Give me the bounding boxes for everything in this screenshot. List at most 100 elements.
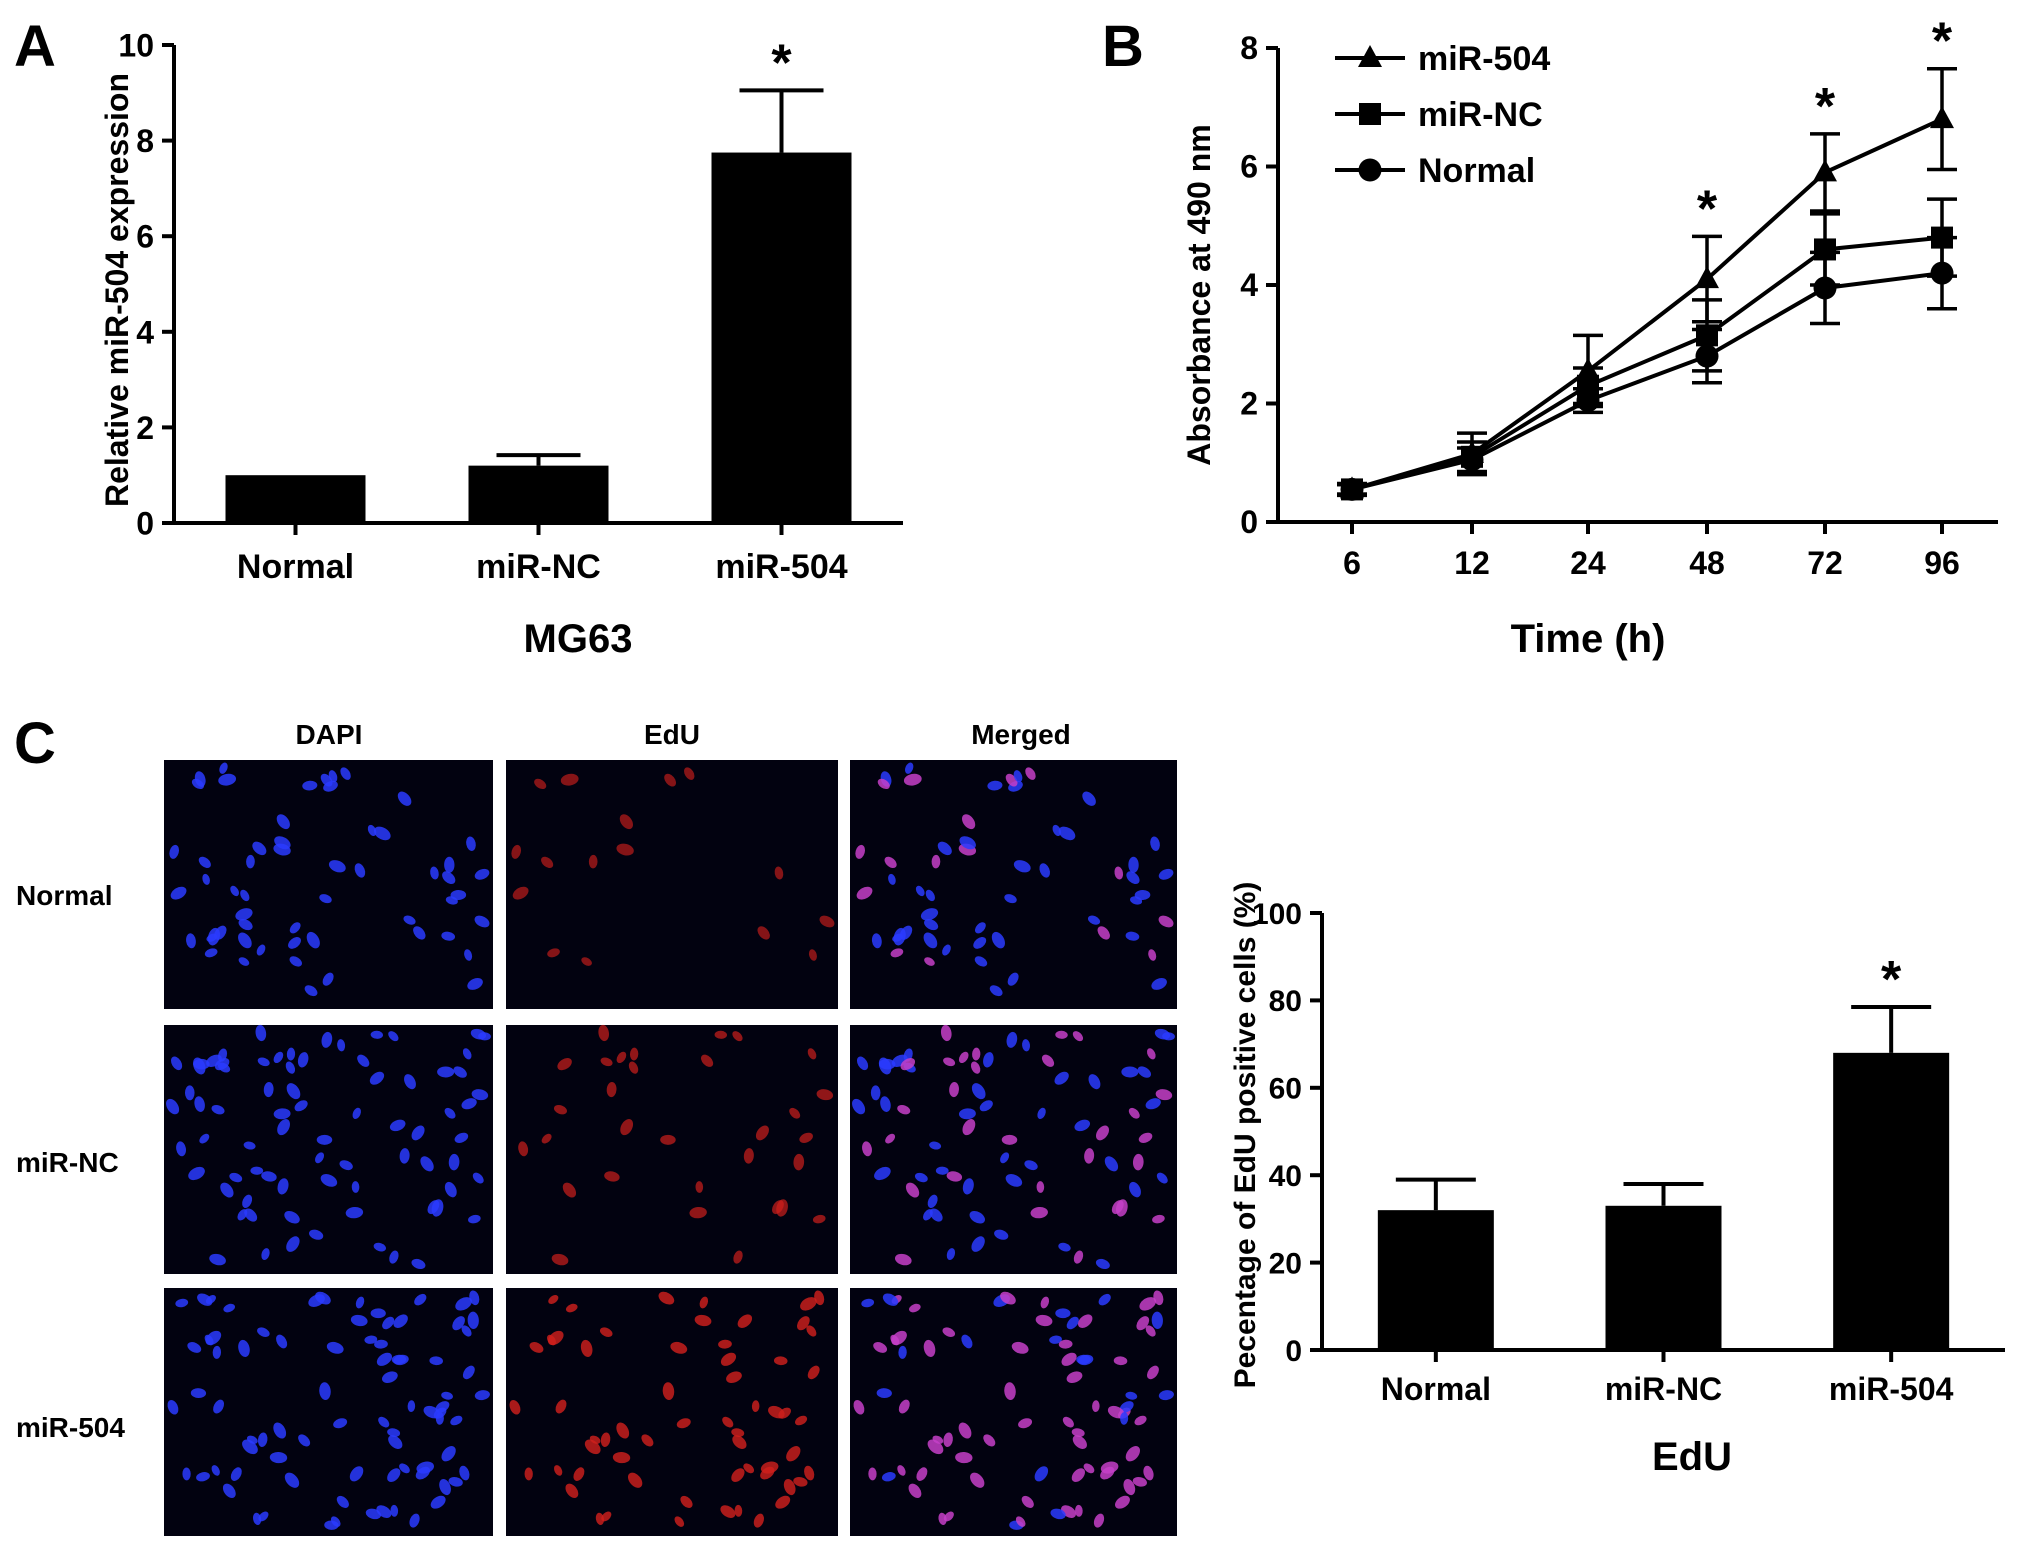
- cell-nucleus: [1083, 1463, 1095, 1474]
- cell-nucleus: [257, 1432, 268, 1447]
- cell-nucleus: [1125, 931, 1140, 941]
- cell-nucleus: [799, 1132, 813, 1143]
- cell-nucleus: [167, 1399, 179, 1415]
- cell-nucleus: [273, 1108, 291, 1120]
- cell-nucleus: [973, 936, 987, 949]
- panel-c-x-axis-title: EdU: [1652, 1435, 1732, 1479]
- cell-nucleus: [242, 1194, 253, 1208]
- legend-marker: [1358, 45, 1382, 67]
- c-marks-x-tick-label: miR-NC: [1605, 1371, 1722, 1407]
- panel-b-y-tick-label: 4: [1240, 267, 1258, 303]
- cell-nucleus: [444, 1181, 457, 1198]
- panel-b-point: [1695, 266, 1719, 289]
- cell-nucleus: [819, 915, 835, 928]
- cell-nucleus: [524, 1467, 533, 1481]
- cell-nucleus: [1001, 1134, 1018, 1145]
- cell-nucleus: [806, 1325, 817, 1337]
- c-marks-y-tick-label: 20: [1269, 1247, 1302, 1280]
- cell-nucleus: [427, 1200, 440, 1215]
- cell-nucleus: [695, 1181, 704, 1193]
- a-marks-x-tick-label: miR-504: [715, 548, 847, 586]
- cell-nucleus: [244, 1208, 258, 1222]
- legend-label: miR-504: [1418, 40, 1550, 78]
- cell-nucleus: [573, 1467, 585, 1481]
- cell-nucleus: [340, 767, 351, 780]
- cell-nucleus: [753, 1513, 764, 1528]
- cell-nucleus: [772, 1200, 784, 1215]
- c-marks-bar: [1377, 1210, 1494, 1350]
- cell-nucleus: [472, 1172, 484, 1184]
- cell-nucleus: [972, 1047, 981, 1061]
- cell-nucleus: [935, 1166, 949, 1175]
- cell-nucleus: [942, 1327, 956, 1337]
- cell-nucleus: [1018, 1418, 1033, 1429]
- cell-nucleus: [684, 767, 695, 780]
- cell-nucleus: [1072, 1435, 1087, 1449]
- a-marks-y-tick-label: 6: [136, 219, 154, 255]
- cell-nucleus: [471, 1089, 489, 1101]
- cell-nucleus: [450, 1415, 463, 1426]
- cell-nucleus: [187, 1342, 202, 1353]
- cell-nucleus: [628, 1061, 639, 1074]
- cell-nucleus: [381, 1371, 398, 1383]
- cell-nucleus: [800, 1297, 817, 1311]
- cell-nucleus: [354, 863, 366, 878]
- cell-nucleus: [387, 1468, 401, 1482]
- cell-nucleus: [1015, 1516, 1026, 1527]
- cell-nucleus: [856, 1056, 869, 1071]
- cell-nucleus: [547, 948, 560, 958]
- panel-b-point: [1813, 159, 1837, 182]
- cell-nucleus: [257, 1327, 270, 1337]
- cell-nucleus: [289, 956, 302, 967]
- legend-label: miR-NC: [1418, 96, 1543, 134]
- cell-nucleus: [302, 780, 318, 791]
- panel-b-point: [1930, 106, 1954, 129]
- cell-nucleus: [1129, 1181, 1141, 1198]
- c-marks-significance-marker: *: [1881, 951, 1902, 1009]
- cell-nucleus: [786, 1446, 801, 1462]
- cell-nucleus: [1143, 1465, 1154, 1481]
- cell-nucleus: [619, 814, 633, 830]
- cell-nucleus: [1058, 1242, 1071, 1252]
- cell-nucleus: [855, 844, 865, 859]
- cell-nucleus: [176, 1141, 187, 1157]
- cell-nucleus: [448, 1476, 463, 1487]
- cell-nucleus: [974, 956, 988, 967]
- cell-nucleus: [182, 1467, 191, 1481]
- cell-nucleus: [751, 1400, 760, 1413]
- cell-nucleus: [612, 1451, 631, 1464]
- cell-nucleus: [938, 1512, 947, 1526]
- cell-nucleus: [541, 1133, 552, 1144]
- cell-nucleus: [909, 1303, 921, 1313]
- cell-nucleus: [629, 1047, 639, 1061]
- cell-nucleus: [367, 824, 377, 836]
- panel-b-point: [1576, 389, 1600, 413]
- cell-nucleus: [775, 1495, 791, 1509]
- cell-nucleus: [1005, 1174, 1023, 1187]
- cell-nucleus: [876, 1388, 892, 1399]
- cell-nucleus: [474, 1390, 490, 1401]
- panel-a-y-axis-title: Relative miR-504 expression: [99, 73, 135, 507]
- cell-nucleus: [284, 1472, 300, 1488]
- cell-nucleus: [212, 1345, 222, 1359]
- cell-nucleus: [694, 1314, 712, 1327]
- panel-b-y-tick-label: 8: [1240, 30, 1258, 66]
- cell-nucleus: [261, 1171, 277, 1182]
- a-marks-bar: [225, 475, 366, 523]
- cell-nucleus: [885, 1133, 896, 1144]
- cell-nucleus: [1024, 1160, 1038, 1171]
- cell-nucleus: [238, 1339, 250, 1357]
- panel-b-x-tick-label: 24: [1570, 545, 1606, 581]
- cell-nucleus: [1025, 767, 1036, 780]
- cell-nucleus: [205, 1330, 222, 1346]
- column-label-edu: EdU: [644, 719, 700, 750]
- cell-nucleus: [352, 1107, 361, 1120]
- cell-nucleus: [1054, 1071, 1069, 1085]
- panel-b-x-axis-title: Time (h): [1511, 617, 1666, 661]
- cell-nucleus: [1041, 1054, 1055, 1067]
- cell-nucleus: [389, 1250, 399, 1264]
- cell-nucleus: [873, 1342, 888, 1353]
- cell-nucleus: [979, 1100, 993, 1112]
- cell-nucleus: [969, 1210, 985, 1224]
- cell-nucleus: [1034, 1466, 1049, 1482]
